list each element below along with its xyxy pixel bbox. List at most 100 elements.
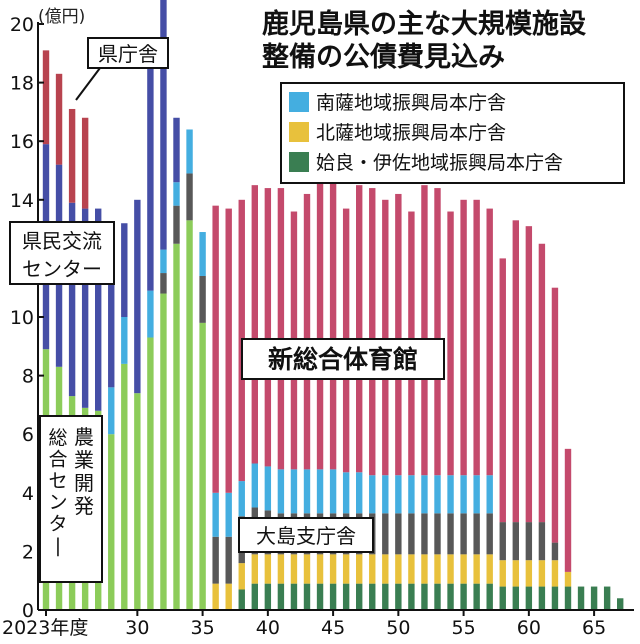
annotation-nogyo-char: 総 (48, 427, 67, 449)
bar-segment-kencho-2026 (81, 117, 89, 209)
x-tick-label-2023: 2023年度 (2, 617, 88, 639)
bar-segment-oshima-2059 (512, 522, 519, 561)
bar-segment-sogotai-2058 (499, 258, 506, 523)
bar-segment-aira-2054 (447, 583, 454, 610)
bar-segment-kenmin-2031 (147, 65, 154, 291)
y-tick-label-16: 16 (10, 131, 34, 153)
bar-segment-sogotai-2044 (316, 179, 324, 470)
bar-segment-aira-2040 (264, 583, 272, 610)
bar-segment-hokusatsu-2059 (512, 560, 519, 587)
bar-segment-oshima-2033 (173, 205, 180, 244)
bar-segment-oshima-2053 (434, 513, 441, 555)
bar-segment-sogotai-2061 (538, 243, 546, 523)
bar-segment-hokusatsu-2049 (382, 554, 389, 584)
bar-segment-nansatsu-2055 (460, 475, 467, 514)
bar-segment-sogotai-2037 (225, 208, 232, 493)
bar-segment-oshima-2036 (212, 536, 219, 584)
annotation-kenmin-line-1: 県民交流 (22, 229, 102, 253)
annotation-sogotai: 新総合体育館 (241, 338, 445, 380)
bar-segment-nansatsu-2040 (264, 466, 272, 511)
bar-segment-hokusatsu-2046 (342, 554, 350, 584)
bar-segment-aira-2041 (277, 583, 285, 610)
bar-segment-nogyo-2028 (108, 434, 115, 610)
annotation-nogyo-char: 農 (74, 425, 94, 449)
bar-segment-aira-2056 (473, 583, 480, 610)
legend-swatch-aira (289, 152, 309, 172)
bar-segment-nansatsu-2043 (303, 469, 311, 514)
bar-segment-nansatsu-2033 (173, 182, 180, 206)
annotation-nogyo-char: 開 (74, 471, 94, 495)
bar-segment-aira-2058 (499, 586, 506, 610)
bar-segment-sogotai-2055 (460, 199, 467, 476)
bar-segment-hokusatsu-2037 (225, 583, 232, 610)
annotation-kenmin-line-2: センター (22, 257, 102, 281)
y-tick-label-10: 10 (10, 307, 34, 329)
bar-segment-nansatsu-2045 (329, 469, 337, 514)
bar-segment-kenmin-2027 (95, 208, 102, 411)
bar-segment-aira-2061 (538, 586, 546, 610)
bar-segment-nansatsu-2039 (251, 463, 258, 508)
bar-segment-sogotai-2054 (447, 211, 454, 476)
bar-segment-sogotai-2036 (212, 205, 219, 493)
bar-segment-sogotai-2053 (434, 188, 441, 476)
bar-segment-nansatsu-2041 (277, 469, 285, 514)
bar-segment-aira-2062 (551, 586, 559, 610)
bar-segment-sogotai-2059 (512, 220, 519, 523)
bar-segment-kenmin-2030 (134, 199, 141, 394)
bar-segment-hokusatsu-2042 (290, 554, 298, 584)
bar-segment-hokusatsu-2045 (329, 554, 337, 584)
bar-segment-aira-2052 (421, 583, 428, 610)
bar-segment-nansatsu-2036 (212, 492, 219, 537)
x-tick-label-2050: 50 (386, 617, 410, 639)
legend-label-aira: 姶良・伊佐地域振興局本庁舎 (316, 152, 563, 174)
bar-segment-hokusatsu-2041 (277, 554, 285, 584)
bar-segment-aira-2050 (395, 583, 402, 610)
y-tick-label-18: 18 (10, 73, 34, 95)
bar-segment-nansatsu-2054 (447, 475, 454, 514)
legend-swatch-hokusatsu (289, 122, 309, 142)
y-tick-label-4: 4 (22, 483, 34, 505)
bar-segment-aira-2064 (577, 586, 585, 610)
bar-segment-oshima-2052 (421, 513, 428, 555)
legend-label-nansatsu: 南薩地域振興局本庁舎 (316, 92, 506, 114)
bar-segment-hokusatsu-2040 (264, 554, 272, 584)
bar-segment-hokusatsu-2061 (538, 560, 546, 587)
bar-segment-nansatsu-2057 (486, 475, 493, 514)
bar-segment-nogyo-2030 (134, 393, 141, 610)
bar-segment-aira-2043 (303, 583, 311, 610)
legend-frame (280, 82, 625, 184)
bar-segment-sogotai-2045 (329, 170, 337, 470)
bar-segment-nansatsu-2050 (395, 475, 402, 514)
bar-segment-nansatsu-2046 (342, 472, 350, 514)
bar-segment-nansatsu-2056 (473, 475, 480, 514)
bar-segment-aira-2038 (238, 589, 245, 610)
bar-segment-hokusatsu-2038 (238, 563, 245, 590)
bar-segment-sogotai-2048 (369, 188, 376, 476)
x-tick-label-2040: 40 (256, 617, 280, 639)
bar-segment-hokusatsu-2060 (525, 560, 533, 587)
x-tick-label-2060: 60 (517, 617, 541, 639)
bar-segment-oshima-2061 (538, 522, 546, 561)
bar-segment-aira-2065 (590, 586, 598, 610)
y-tick-label-2: 2 (22, 541, 34, 563)
bar-segment-nansatsu-2031 (147, 290, 154, 338)
bar-segment-aira-2046 (342, 583, 350, 610)
legend-swatch-nansatsu (289, 92, 309, 112)
chart-title-line-1: 鹿児島県の主な大規模施設 (262, 8, 587, 40)
bar-segment-hokusatsu-2062 (551, 560, 559, 587)
bar-segment-sogotai-2052 (421, 185, 428, 476)
bar-segment-aira-2049 (382, 583, 389, 610)
bar-segment-nogyo-2029 (121, 363, 128, 610)
bar-segment-hokusatsu-2043 (303, 554, 311, 584)
bar-segment-aira-2055 (460, 583, 467, 610)
bar-segment-aira-2060 (525, 586, 533, 610)
y-tick-label-0: 0 (22, 600, 34, 622)
bar-segment-hokusatsu-2044 (316, 554, 324, 584)
bar-segment-hokusatsu-2039 (251, 554, 258, 584)
bar-segment-sogotai-2057 (486, 208, 493, 476)
bar-segment-aira-2059 (512, 586, 519, 610)
bar-segment-hokusatsu-2052 (421, 554, 428, 584)
bar-segment-nansatsu-2047 (356, 472, 363, 514)
